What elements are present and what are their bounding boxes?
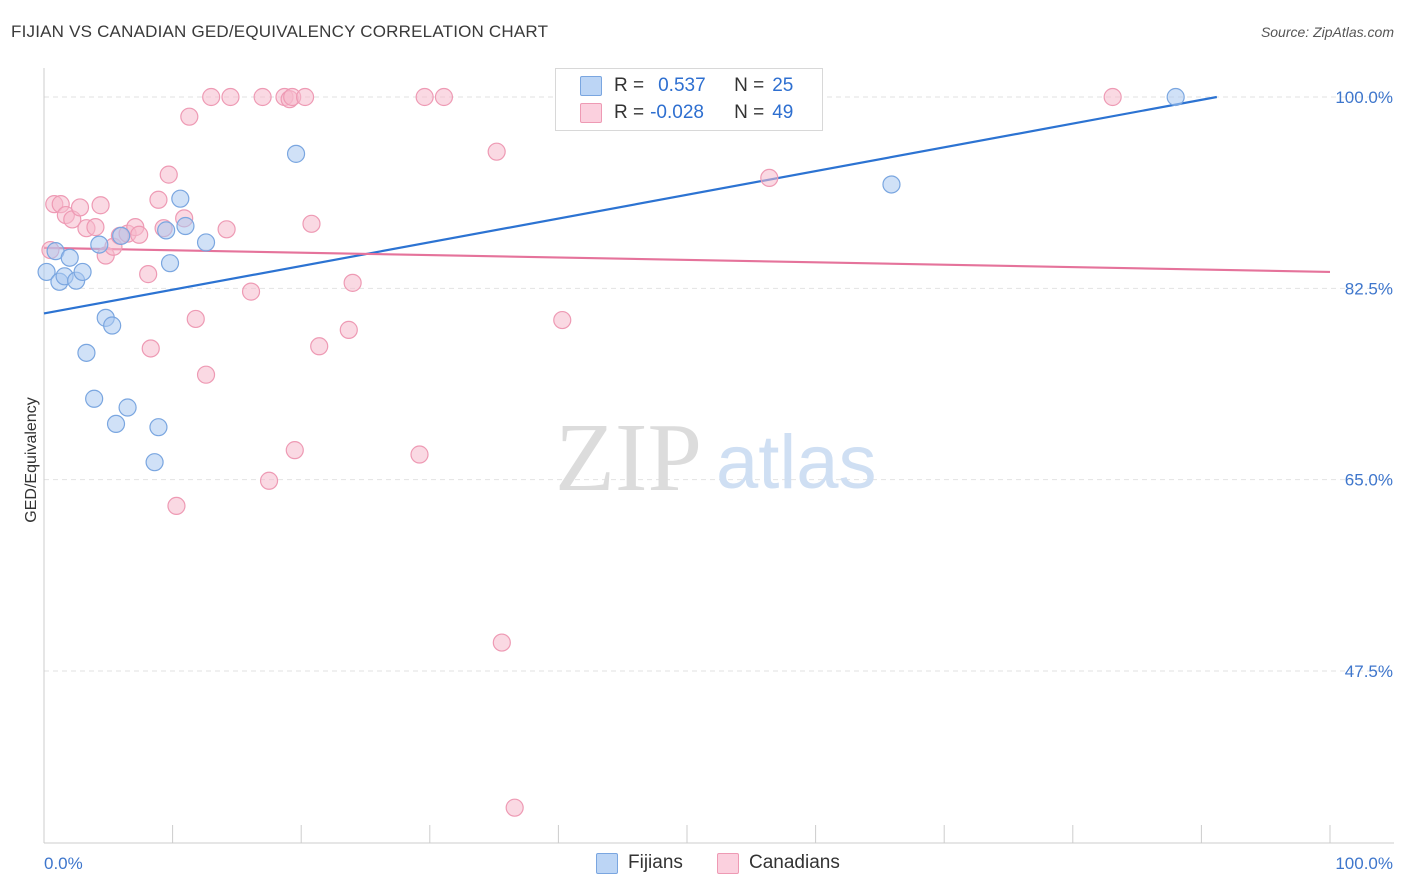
- canadian-point: [180, 107, 199, 126]
- canadian-point: [149, 190, 168, 209]
- fijian-point: [37, 262, 56, 282]
- legend-n-label: N =: [734, 75, 765, 96]
- source-label: Source: ZipAtlas.com: [1260, 24, 1394, 40]
- canadian-point: [285, 441, 304, 460]
- y-tick-label: 82.5%: [1345, 279, 1393, 298]
- canadian-point: [217, 220, 236, 239]
- canadian-point: [1103, 87, 1122, 107]
- fijian-point: [176, 216, 195, 236]
- y-axis-label: GED/Equivalency: [23, 397, 40, 522]
- fijian-point: [106, 414, 126, 434]
- canadian-point: [167, 496, 186, 516]
- canadian-point: [302, 214, 321, 233]
- y-tick-label: 65.0%: [1345, 471, 1393, 490]
- fijian-point: [77, 343, 96, 362]
- trend-lines: [43, 95, 1331, 315]
- canadian-point: [70, 198, 90, 217]
- fijian-point: [160, 254, 180, 273]
- fijian-point: [882, 175, 901, 194]
- tick-labels: 47.5% 65.0% 82.5% 100.0% 0.0% 100.0%: [44, 88, 1393, 873]
- fijian-swatch: [596, 852, 618, 874]
- series-legend: Fijians Canadians: [0, 852, 1406, 878]
- legend-r-label: R =: [614, 102, 645, 123]
- legend-row-fijians: R = 0.537 N = 25: [580, 74, 793, 98]
- legend-label-canadians: Canadians: [749, 852, 840, 873]
- canadian-point: [410, 445, 429, 464]
- fijian-trend-line: [43, 95, 1218, 315]
- legend-row-canadians: R = -0.028 N = 49: [580, 101, 793, 125]
- canadian-point: [553, 310, 572, 330]
- canadian-point: [196, 365, 216, 384]
- axes: [43, 68, 1394, 844]
- watermark-zip: ZIP: [555, 404, 702, 512]
- chart-title: FIJIAN VS CANADIAN GED/EQUIVALENCY CORRE…: [11, 22, 549, 41]
- y-tick-label: 100.0%: [1335, 88, 1393, 107]
- canadian-point: [139, 265, 158, 284]
- legend-r-value: 0.537: [658, 75, 706, 96]
- fijian-point: [286, 144, 306, 163]
- fijian-point: [85, 389, 104, 408]
- canadian-point: [343, 273, 362, 292]
- legend-r-label: R =: [614, 75, 645, 96]
- fijian-points: [37, 87, 1185, 472]
- canadian-point: [259, 471, 279, 490]
- canadian-point: [505, 798, 524, 817]
- x-tick-label: 0.0%: [44, 854, 83, 873]
- canadian-point: [295, 87, 315, 107]
- canadian-point: [159, 165, 178, 184]
- canadian-point: [310, 337, 329, 356]
- legend-n-value: 49: [772, 102, 794, 123]
- canadian-point: [487, 142, 506, 161]
- canadian-point: [434, 87, 454, 107]
- canadian-point: [339, 320, 358, 339]
- fijian-point: [196, 233, 216, 252]
- canadian-point: [186, 309, 205, 329]
- canadian-point: [415, 87, 434, 107]
- legend-item-canadians[interactable]: Canadians: [717, 852, 840, 874]
- fijian-point: [90, 235, 109, 254]
- canadian-points: [41, 87, 1122, 817]
- canadian-swatch: [717, 852, 739, 874]
- legend-n-label: N =: [734, 102, 765, 123]
- fijian-point: [103, 316, 122, 335]
- legend-n-value: 25: [772, 75, 794, 96]
- fijian-point: [73, 262, 92, 282]
- y-tick-label: 47.5%: [1345, 662, 1393, 681]
- fijian-point: [112, 226, 131, 245]
- legend-label-fijians: Fijians: [628, 852, 683, 873]
- grid-lines: [44, 96, 1394, 672]
- watermark-atlas: atlas: [716, 420, 877, 505]
- canadian-point: [492, 633, 511, 652]
- canadian-point: [86, 218, 105, 237]
- canadian-point: [760, 168, 779, 188]
- x-tick-label: 100.0%: [1335, 854, 1393, 873]
- fijian-swatch: [580, 76, 602, 96]
- fijian-point: [60, 248, 79, 267]
- fijian-point: [118, 398, 137, 417]
- canadian-point: [221, 87, 240, 107]
- correlation-legend: R = 0.537 N = 25 R = -0.028 N = 49: [555, 68, 823, 131]
- fijian-point: [171, 189, 190, 208]
- canadian-trend-line: [43, 246, 1331, 274]
- canadian-point: [130, 225, 149, 244]
- legend-item-fijians[interactable]: Fijians: [596, 852, 683, 874]
- canadian-point: [91, 196, 110, 215]
- canadian-point: [253, 87, 272, 107]
- canadian-point: [141, 339, 160, 358]
- fijian-point: [149, 418, 168, 437]
- fijian-point: [157, 221, 176, 240]
- canadian-point: [241, 282, 261, 301]
- legend-r-value: -0.028: [650, 102, 704, 123]
- fijian-point: [145, 453, 164, 472]
- watermark: ZIP atlas: [555, 404, 877, 512]
- canadian-swatch: [580, 103, 602, 123]
- fijian-point: [1166, 87, 1185, 107]
- canadian-point: [202, 87, 221, 107]
